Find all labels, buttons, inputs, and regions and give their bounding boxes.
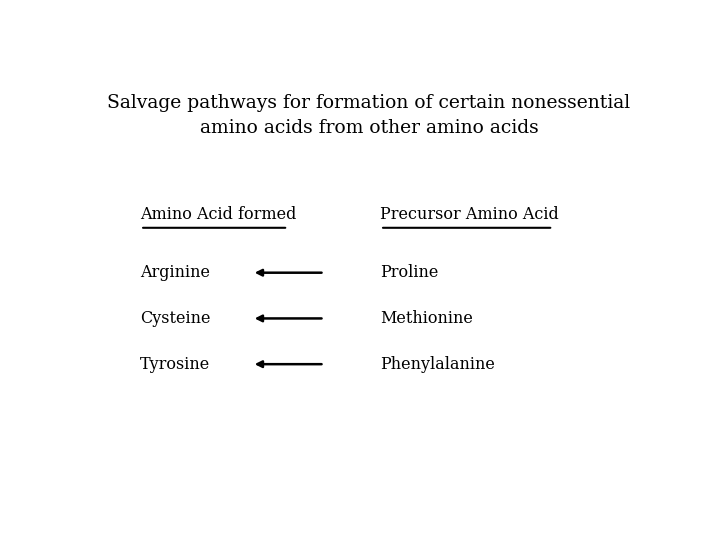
Text: Salvage pathways for formation of certain nonessential
amino acids from other am: Salvage pathways for formation of certai… <box>107 94 631 137</box>
Text: Tyrosine: Tyrosine <box>140 356 210 373</box>
Text: Arginine: Arginine <box>140 264 210 281</box>
Text: Amino Acid formed: Amino Acid formed <box>140 206 297 223</box>
Text: Proline: Proline <box>380 264 438 281</box>
Text: Cysteine: Cysteine <box>140 310 211 327</box>
Text: Precursor Amino Acid: Precursor Amino Acid <box>380 206 559 223</box>
Text: Methionine: Methionine <box>380 310 473 327</box>
Text: Phenylalanine: Phenylalanine <box>380 356 495 373</box>
